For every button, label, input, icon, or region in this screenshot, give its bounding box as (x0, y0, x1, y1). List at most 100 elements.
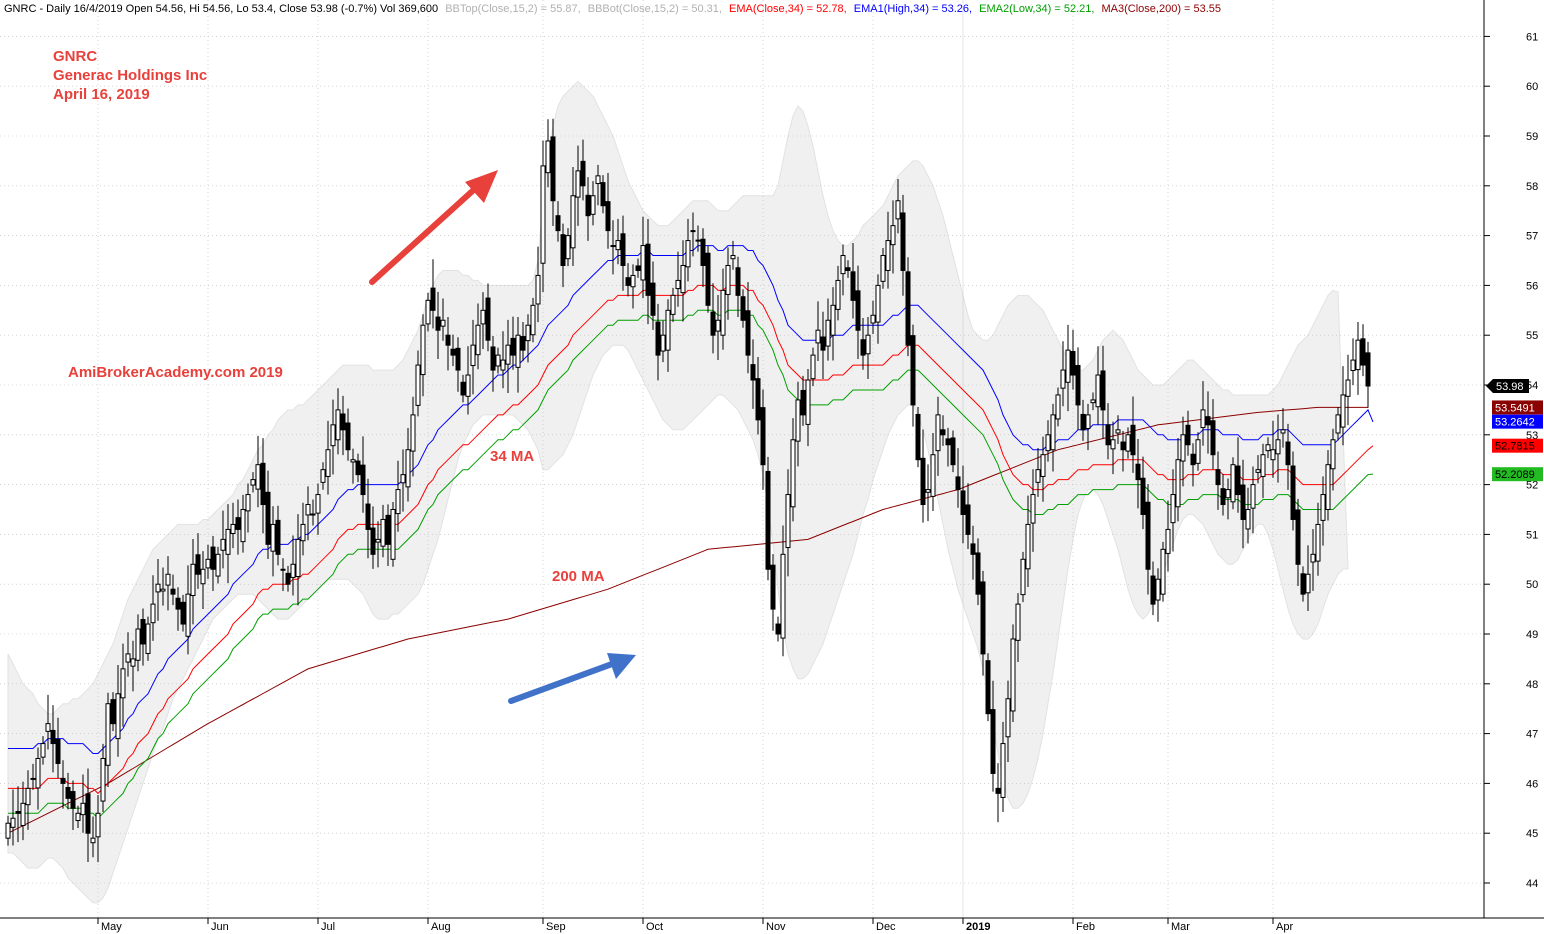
candle (770, 554, 776, 631)
candle (245, 483, 251, 533)
price-tick-label: 45 (1526, 828, 1538, 840)
time-tick-label: Apr (1276, 921, 1293, 933)
candle (365, 478, 371, 559)
candle (580, 139, 586, 201)
candle (465, 346, 471, 415)
title-symbol: GNRC (53, 48, 97, 65)
candle (650, 261, 656, 330)
price-tick-label: 50 (1526, 579, 1538, 591)
candle (450, 334, 456, 367)
candle (1305, 545, 1311, 611)
candle (985, 653, 991, 722)
candle (615, 218, 621, 265)
candle (660, 320, 666, 363)
candle (775, 616, 781, 642)
time-tick-label: Oct (646, 921, 663, 933)
candle (555, 201, 561, 242)
value-tag-label: 53.5491 (1495, 402, 1535, 414)
candle (805, 368, 811, 447)
candle (820, 311, 826, 379)
candle (1165, 500, 1171, 572)
candle (380, 504, 386, 558)
annotation-34ma: 34 MA (490, 448, 534, 465)
candle (1215, 451, 1221, 510)
candle (1300, 566, 1306, 602)
candle (950, 430, 956, 473)
candle (970, 525, 976, 580)
candle (85, 768, 91, 863)
candle (110, 692, 116, 732)
price-tick-label: 48 (1526, 679, 1538, 691)
candle (20, 781, 26, 841)
candle (1270, 420, 1276, 478)
candle (1095, 346, 1101, 425)
candle (1220, 474, 1226, 516)
candle (640, 216, 646, 299)
candle (390, 502, 396, 567)
value-tag-label: 53.2642 (1495, 417, 1535, 429)
candle (255, 435, 261, 508)
value-tag: 52.2089 (1492, 467, 1543, 482)
candle (160, 567, 166, 606)
candle (875, 274, 881, 344)
candle (610, 220, 616, 275)
candle (240, 494, 246, 553)
candle (490, 335, 496, 392)
time-tick-label: Dec (876, 921, 896, 933)
candle (215, 546, 221, 584)
candle (545, 119, 551, 188)
candle (655, 303, 661, 381)
candle (520, 321, 526, 362)
candle (1015, 593, 1021, 663)
candle (1055, 387, 1061, 427)
candle (1210, 399, 1216, 470)
candle (1110, 421, 1116, 475)
candle (1325, 450, 1331, 521)
candle (1245, 487, 1251, 544)
candle (25, 770, 31, 830)
candle (665, 299, 671, 372)
candle (1155, 568, 1161, 622)
candle (1115, 415, 1121, 445)
price-tick-label: 51 (1526, 529, 1538, 541)
candle (935, 396, 941, 476)
candle (565, 228, 571, 267)
candle (1260, 443, 1266, 499)
candle (1100, 345, 1106, 439)
candle (270, 506, 276, 577)
candle (700, 228, 706, 288)
candle (445, 317, 451, 371)
header-prefix: GNRC - Daily 16/4/2019 Open 54.56, Hi 54… (4, 3, 438, 15)
value-tags: 53.98 53.5491 53.2642 52.7815 52.2089 (1486, 378, 1543, 482)
candles (5, 118, 1371, 863)
value-tag-label: 53.98 (1496, 381, 1524, 393)
candle (40, 736, 46, 765)
candle (1340, 366, 1346, 446)
candle (1225, 478, 1231, 520)
candle (525, 314, 531, 363)
candle (65, 772, 71, 810)
candle (155, 558, 161, 621)
candle (1050, 403, 1056, 472)
candle (825, 298, 831, 361)
candle (1105, 403, 1111, 460)
candle (90, 816, 96, 858)
candle (10, 789, 16, 846)
candle (980, 570, 986, 676)
candle (605, 172, 611, 249)
candle (105, 692, 111, 787)
time-tick-label: Jun (211, 921, 229, 933)
candle (285, 565, 291, 592)
candle (635, 258, 641, 278)
candle (795, 381, 801, 467)
candle (260, 438, 266, 534)
candle (685, 218, 691, 282)
candle (995, 763, 1001, 823)
candle (15, 786, 21, 843)
candle (1065, 324, 1071, 412)
price-tick-label: 61 (1526, 31, 1538, 43)
candle (1145, 484, 1151, 595)
candle (855, 265, 861, 360)
candle (1010, 624, 1016, 722)
candle (230, 502, 236, 549)
